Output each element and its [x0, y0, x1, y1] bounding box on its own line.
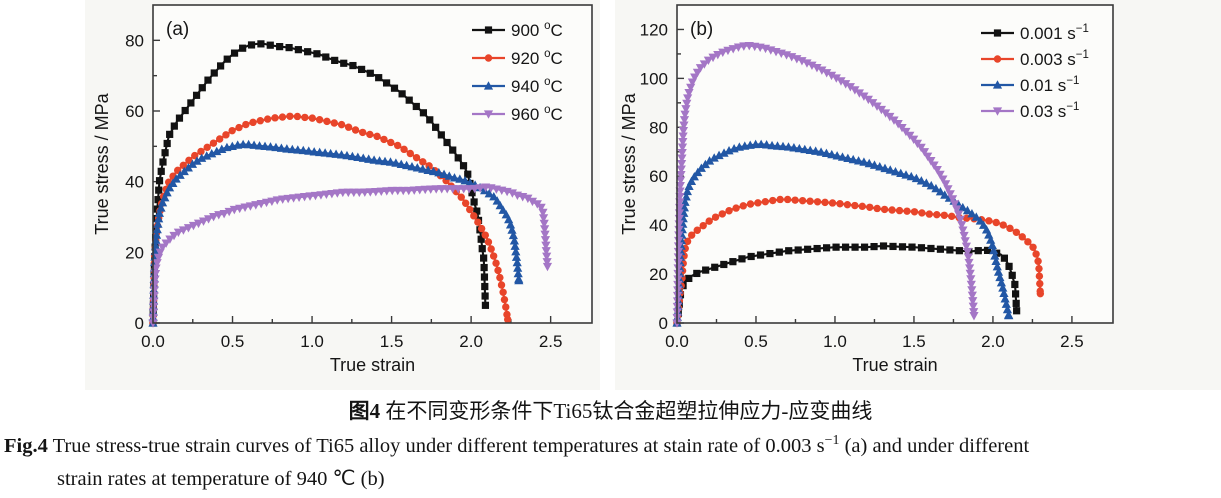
caption-en-part1: True stress-true strain curves of Ti65 a…	[47, 435, 825, 457]
legend-item-r0001: 0.001 s−1	[981, 23, 1089, 43]
x-tick-label: 0.0	[665, 332, 689, 351]
legend-item-r0003: 0.003 s−1	[981, 49, 1089, 69]
y-axis-label: True stress / MPa	[619, 92, 639, 234]
caption-en-sup: −1	[824, 433, 840, 449]
chart-a-canvas: 0.0 0.5 1.0 1.5 2.0 2.5 0 20 40 60 80 (a) True strai…	[92, 4, 593, 375]
y-tick-label: 100	[640, 69, 668, 88]
legend-label: 920 oC	[511, 48, 563, 68]
y-axis-label: True stress / MPa	[92, 92, 112, 234]
x-tick-label: 0.5	[744, 332, 768, 351]
caption-zh-text: 在不同变形条件下Ti65钛合金超塑拉伸应力-应变曲线	[380, 399, 873, 423]
y-tick-label: 0	[135, 314, 144, 333]
x-axis-label: True strain	[330, 355, 415, 375]
series-r003	[672, 41, 979, 328]
y-tick-label: 120	[640, 20, 668, 39]
x-tick-label: 2.0	[459, 332, 483, 351]
x-tick-label: 1.5	[380, 332, 404, 351]
legend: 0.001 s−1 0.003 s−1 0.01 s−1 0.03 s−1	[981, 23, 1089, 121]
x-tick-label: 2.5	[539, 332, 563, 351]
x-tick-label: 1.0	[300, 332, 324, 351]
x-tick-label: 1.5	[902, 332, 926, 351]
caption-zh-figno: 图4	[348, 399, 381, 423]
y-tick-label: 80	[125, 31, 144, 50]
legend-label: 0.003 s−1	[1020, 49, 1089, 69]
chart-panel-a: 0.0 0.5 1.0 1.5 2.0 2.5 0 20 40 60 80 (a) True strai…	[85, 0, 600, 390]
legend-item-r003: 0.03 s−1	[981, 101, 1079, 121]
legend-label: 940 oC	[511, 76, 563, 96]
y-tick-label: 60	[649, 167, 668, 186]
legend-label: 900 oC	[511, 20, 563, 40]
legend-label: 960 oC	[511, 104, 563, 124]
x-axis-label: True strain	[852, 355, 937, 375]
chart-panel-b: 0.0 0.5 1.0 1.5 2.0 2.5 0 20 40 60 80 100 120 (b) True…	[615, 0, 1221, 390]
caption-en-part2: (a) and under different	[839, 435, 1030, 457]
legend-label: 0.01 s−1	[1020, 75, 1079, 95]
caption-en-figno: Fig.4	[4, 435, 48, 457]
y-tick-label: 0	[659, 314, 668, 333]
legend-item-t960: 960 oC	[472, 104, 563, 124]
y-tick-label: 80	[649, 118, 668, 137]
chart-b-canvas: 0.0 0.5 1.0 1.5 2.0 2.5 0 20 40 60 80 100 120 (b) True…	[619, 4, 1114, 375]
x-tick-label: 0.5	[221, 332, 245, 351]
x-tick-label: 1.0	[823, 332, 847, 351]
panel-label: (a)	[166, 19, 189, 40]
series-t960	[148, 183, 553, 328]
y-tick-label: 20	[125, 243, 144, 262]
panel-label: (b)	[690, 19, 713, 40]
x-tick-label: 2.0	[981, 332, 1005, 351]
y-tick-label: 40	[649, 216, 668, 235]
legend-item-t940: 940 oC	[472, 76, 563, 96]
legend: 900 oC 920 oC 940 oC 960 oC	[472, 20, 563, 124]
y-tick-label: 60	[125, 102, 144, 121]
legend-label: 0.03 s−1	[1020, 101, 1079, 121]
y-tick-label: 40	[125, 173, 144, 192]
caption-english-line1: Fig.4 True stress-true strain curves of …	[4, 433, 1219, 458]
legend-item-t900: 900 oC	[472, 20, 563, 40]
caption-english-line2: strain rates at temperature of 940 ℃ (b)	[57, 468, 385, 490]
legend-item-r001: 0.01 s−1	[981, 75, 1079, 95]
x-tick-label: 2.5	[1060, 332, 1084, 351]
legend-label: 0.001 s−1	[1020, 23, 1089, 43]
y-tick-label: 20	[649, 265, 668, 284]
x-tick-label: 0.0	[141, 332, 165, 351]
caption-chinese: 图4 在不同变形条件下Ti65钛合金超塑拉伸应力-应变曲线	[0, 395, 1221, 425]
legend-item-t920: 920 oC	[472, 48, 563, 68]
